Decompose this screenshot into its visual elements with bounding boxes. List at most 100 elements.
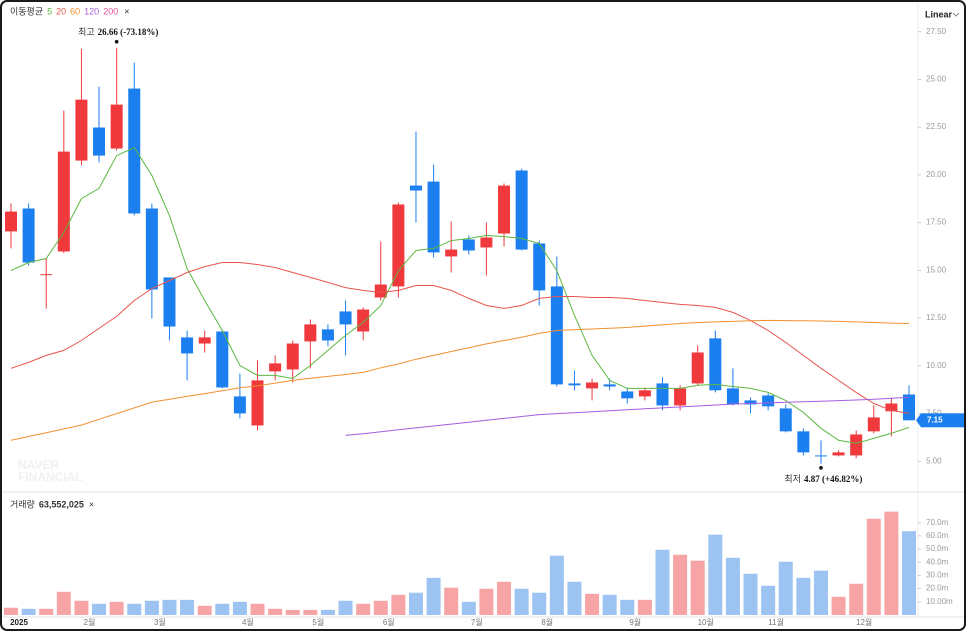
volume-bar [144,600,159,615]
y-tick-label: 70.0m [926,518,949,527]
volume-bar [849,583,864,615]
candle-body [269,363,282,372]
volume-bar [338,600,353,615]
chevron[interactable] [952,12,960,17]
x-tick-label: 12월 [856,617,872,627]
x-tick-label: 8월 [541,617,553,627]
x-tick-label: 7월 [471,617,483,627]
legend-close[interactable]: × [124,6,129,16]
x-tick-label: 6월 [383,617,395,627]
candle-body [392,204,405,287]
volume-close[interactable]: × [89,499,94,509]
y-tick-label: 15.00 [926,265,947,274]
volume-bar [567,581,582,615]
volume-bar [74,600,89,615]
volume-bar [109,601,124,615]
x-tick-label: 4월 [242,617,254,627]
candle-body [409,185,422,191]
volume-bar [673,554,688,615]
volume-bar [373,600,388,615]
candle-body [550,286,563,385]
y-tick-label: 25.00 [926,75,947,84]
volume-bar [180,599,195,615]
x-tick-label: 2025 [10,618,28,627]
y-tick-label: 5.00 [926,456,942,465]
candle-body [5,211,17,232]
volume-bar [690,560,705,615]
candle-body [181,337,194,354]
volume-bar [444,587,459,615]
candle-body [128,88,141,214]
y-tick-label: 12.50 [926,313,947,322]
candle-body [850,434,863,456]
legend-entry: 5 [47,6,52,16]
candle-body [498,185,511,234]
volume-bar [497,581,512,615]
candle-body [515,170,528,250]
volume-bar [461,601,476,615]
candle-body [691,352,704,384]
volume-bar [532,592,547,615]
moving-average-line [10,262,910,414]
x-tick-label: 11월 [768,617,784,627]
volume-bar [92,603,107,615]
candle-body [357,309,370,332]
candle-body [568,383,581,386]
candle-body [339,311,352,325]
candle-body [621,391,634,399]
last-price-arrow [916,413,921,428]
high-marker [114,39,119,44]
volume-bar [408,592,423,615]
legend-entry: 20 [56,6,66,16]
y-tick-label: 7.50 [926,409,942,418]
volume-bar [602,594,617,615]
legend-entry: 120 [84,6,99,16]
watermark: FINANCIAL [18,470,83,484]
x-tick-label: 9월 [629,617,641,627]
volume-bar [21,608,36,615]
volume-bar [391,594,406,615]
y-tick-label: 27.50 [926,27,947,36]
candle-body [163,277,176,327]
candle-body [374,284,387,298]
candle-body [321,329,334,341]
y-tick-label: 20.00 [926,170,947,179]
candle-body [198,337,211,344]
volume-bar [866,518,881,615]
scale-button[interactable]: Linear [925,9,953,19]
high-value: 26.66 (-73.18%) [98,27,159,37]
candle-body [814,455,827,457]
volume-bar [637,599,652,615]
y-tick-label: 50.0m [926,544,949,553]
watermark: NAVER [18,458,59,472]
candle-body [57,151,70,252]
y-tick-label: 60.0m [926,531,949,540]
moving-average-line [345,396,910,436]
candle-body [216,331,229,388]
x-tick-label: 2월 [84,617,96,627]
volume-bar [426,577,441,615]
volume-bar [620,599,635,615]
volume-bar [655,549,670,615]
candle-body [762,395,775,407]
volume-bar [514,588,529,615]
volume-title: 거래량 [10,498,35,509]
y-tick-label: 20.0m [926,584,949,593]
volume-bar [743,573,758,615]
candle-body [93,127,106,156]
low-marker [819,466,823,470]
y-tick-label: 30.0m [926,571,949,580]
candle-body [480,237,493,248]
candle-body [110,104,123,149]
y-tick-label: 17.50 [926,218,947,227]
volume-bar [708,534,723,615]
volume-bar [549,555,564,615]
candle-body [233,396,246,414]
legend-entry: 200 [103,6,118,16]
volume-bar [232,601,247,615]
candle-body [40,274,53,276]
volume-bar [585,593,600,615]
candle-body [251,380,264,426]
volume-bar [796,577,811,615]
candle-body [22,208,35,263]
